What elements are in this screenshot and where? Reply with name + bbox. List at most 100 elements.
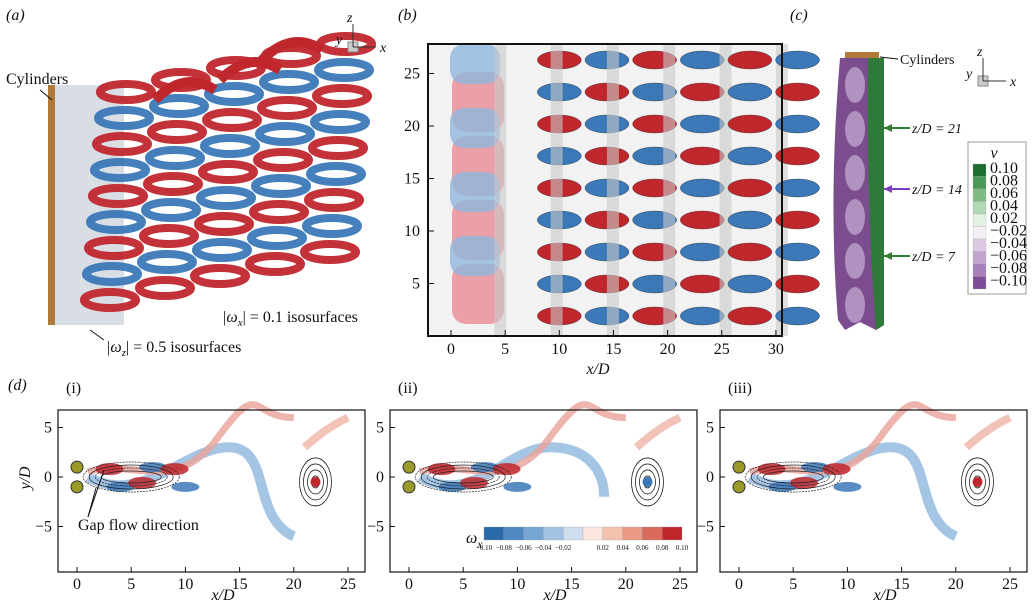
vortex-blue bbox=[833, 481, 862, 492]
y-tick-label: −5 bbox=[697, 519, 714, 536]
x-tick-label: 15 bbox=[894, 576, 910, 593]
vortex bbox=[727, 50, 773, 70]
colorbar-swatch bbox=[582, 526, 603, 541]
subpanel-label: (i) bbox=[66, 380, 81, 397]
contour bbox=[299, 457, 332, 507]
plot-frame bbox=[427, 43, 783, 337]
wake-pattern bbox=[845, 67, 865, 103]
triad-label: x bbox=[379, 41, 387, 56]
cylinder-shadow bbox=[494, 44, 507, 336]
colorbar-swatch bbox=[503, 526, 524, 541]
colorbar-tick-label: −0.06 bbox=[515, 544, 532, 552]
wake-pattern bbox=[845, 111, 865, 147]
vortex bbox=[775, 82, 820, 102]
vortex-blue bbox=[470, 462, 499, 473]
vortex bbox=[257, 96, 317, 120]
x-tick-label: 0 bbox=[73, 576, 81, 593]
y-tick-label: 5 bbox=[412, 276, 420, 293]
x-tick-label: 25 bbox=[672, 576, 688, 593]
cylinder bbox=[70, 460, 84, 474]
vortex bbox=[245, 252, 305, 276]
colorbar-swatch bbox=[972, 176, 987, 190]
y-tick-label: 0 bbox=[44, 469, 52, 486]
colorbar-swatch bbox=[972, 238, 987, 252]
wake-red-tail bbox=[963, 413, 1012, 451]
x-tick-label: 5 bbox=[789, 576, 797, 593]
x-axis-label: x/D bbox=[542, 587, 567, 602]
vortex bbox=[680, 82, 725, 102]
vortex bbox=[775, 306, 820, 326]
colorbar-sub: x bbox=[476, 537, 483, 551]
vortex bbox=[135, 276, 195, 300]
colorbar-swatch bbox=[642, 526, 663, 541]
x-tick-label: 20 bbox=[286, 576, 302, 593]
vortex bbox=[727, 306, 773, 326]
x-tick-label: 0 bbox=[447, 341, 455, 358]
plot-frame bbox=[389, 409, 698, 573]
plot-frame bbox=[57, 409, 366, 573]
vortex bbox=[190, 264, 250, 288]
vortex bbox=[680, 274, 725, 294]
vortex bbox=[84, 236, 144, 260]
y-tick-label: −5 bbox=[367, 519, 384, 536]
colorbar-tick-label: −0.08 bbox=[496, 544, 513, 552]
wake-blue bbox=[450, 44, 500, 84]
vortex bbox=[775, 50, 820, 70]
wake-green bbox=[867, 58, 884, 330]
vortex bbox=[680, 114, 725, 134]
panel-label: (a) bbox=[6, 7, 25, 24]
contour bbox=[94, 467, 168, 487]
x-axis-label: x/D bbox=[585, 361, 610, 378]
x-tick-label: 25 bbox=[714, 341, 730, 358]
vortex bbox=[196, 186, 256, 210]
contour bbox=[420, 464, 506, 490]
x-tick-label: 20 bbox=[948, 576, 964, 593]
vortex-blue bbox=[106, 481, 135, 492]
contour bbox=[426, 467, 500, 487]
plane-label: z/D = 21 bbox=[911, 122, 962, 137]
contour bbox=[961, 457, 994, 507]
wake-pattern bbox=[845, 199, 865, 235]
vortex bbox=[727, 146, 773, 166]
panel-b: (b) 0 5 10 15 20 25 30 5 10 15 20 25 x/D bbox=[398, 7, 820, 378]
colorbar-swatch bbox=[543, 526, 564, 541]
colorbar-swatch bbox=[972, 188, 987, 202]
cylinders-label: Cylinders bbox=[6, 71, 68, 88]
wake-pattern bbox=[845, 287, 865, 323]
arrow-head bbox=[884, 124, 892, 132]
cylinder bbox=[48, 85, 55, 325]
x-axis-label: x/D bbox=[872, 587, 897, 602]
iso-sub: x bbox=[237, 317, 243, 329]
x-tick-label: 15 bbox=[232, 576, 248, 593]
vortex-core bbox=[310, 476, 321, 487]
vortex bbox=[247, 226, 307, 250]
colorbar-tick-label: −0.10 bbox=[476, 544, 493, 552]
y-tick-label: 15 bbox=[404, 171, 420, 188]
x-tick-label: 25 bbox=[1002, 576, 1018, 593]
cylinder bbox=[845, 52, 879, 58]
x-tick-label: 10 bbox=[177, 576, 193, 593]
vortex bbox=[200, 134, 260, 158]
y-tick-label: 5 bbox=[706, 420, 714, 437]
colorbar-swatch bbox=[563, 526, 584, 541]
cylinder bbox=[402, 480, 416, 494]
vortex bbox=[249, 200, 309, 224]
x-tick-label: 20 bbox=[618, 576, 634, 593]
vortex bbox=[680, 146, 725, 166]
iso-prefix: |ω bbox=[222, 309, 238, 326]
y-tick-label: 0 bbox=[376, 469, 384, 486]
y-tick-label: 25 bbox=[404, 66, 420, 83]
y-tick-label: 20 bbox=[404, 118, 420, 135]
vortex bbox=[143, 172, 203, 196]
contour bbox=[965, 463, 990, 501]
vortex-core bbox=[972, 476, 983, 487]
colorbar-swatch bbox=[972, 276, 987, 290]
vortex bbox=[727, 114, 773, 134]
cylinder-shadow bbox=[606, 44, 619, 336]
arrow-head bbox=[884, 252, 892, 260]
leader bbox=[87, 469, 105, 518]
colorbar-tick-label: 0.02 bbox=[990, 210, 1018, 227]
isosurface-label: |ωz| = 0.5 isosurfaces bbox=[106, 339, 241, 359]
vortex bbox=[141, 198, 201, 222]
colorbar-tick-label: 0.04 bbox=[990, 198, 1018, 215]
